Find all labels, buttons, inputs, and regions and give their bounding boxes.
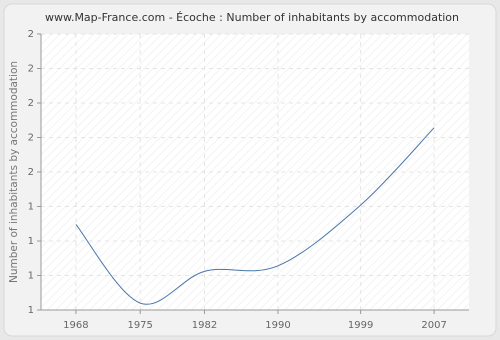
y-tick-label: 1 [28, 202, 34, 213]
y-tick-label: 1 [28, 305, 34, 316]
x-tick-label: 1990 [265, 320, 290, 331]
y-tick-label: 2 [28, 167, 34, 178]
chart-title: www.Map-France.com - Écoche : Number of … [45, 11, 459, 24]
y-tick-label: 1 [28, 271, 34, 282]
line [75, 127, 435, 305]
y-tick-label: 2 [28, 98, 34, 109]
y-tick-label: 2 [28, 29, 34, 40]
x-tick-label: 1999 [348, 320, 373, 331]
y-tick-label: 2 [28, 64, 34, 75]
x-tick-label: 1982 [192, 320, 217, 331]
x-tick-label: 1975 [127, 320, 152, 331]
y-tick-label: 1 [28, 236, 34, 247]
x-tick-label: 1968 [63, 320, 88, 331]
y-axis-label: Number of inhabitants by accommodation [8, 61, 20, 283]
y-tick-label: 2 [28, 133, 34, 144]
x-tick-label: 2007 [421, 320, 446, 331]
plot-area [41, 34, 469, 310]
